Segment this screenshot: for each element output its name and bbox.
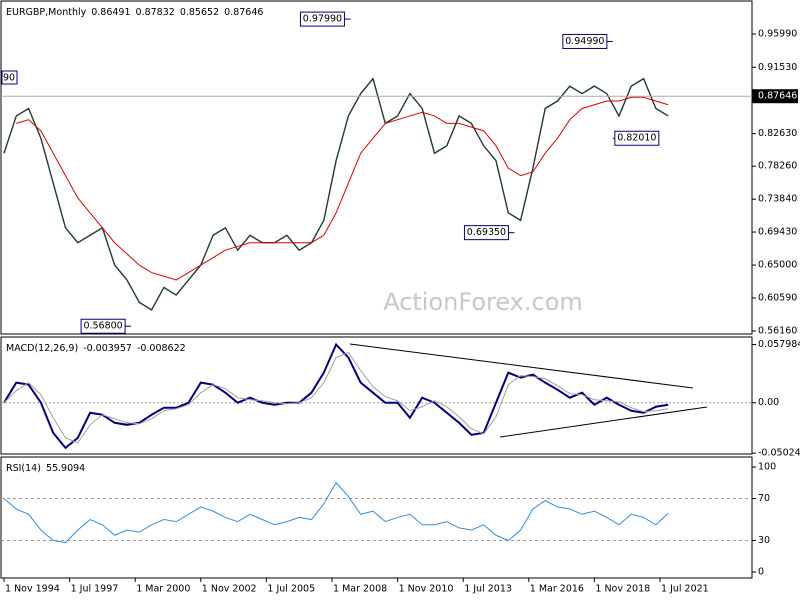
- y-tick-label: 0.95990: [758, 28, 797, 39]
- panel-header: EURGBP,Monthly 0.86491 0.87832 0.85652 0.876…: [6, 7, 263, 18]
- annotation-box: [614, 130, 660, 146]
- header-value: 0.87646: [224, 7, 263, 18]
- y-tick-label: 0: [758, 567, 764, 578]
- trend-line: [499, 406, 708, 438]
- y-tick-label: 0.73840: [758, 194, 797, 205]
- panel-header: MACD(12,26,9) -0.003957 -0.008622: [6, 343, 186, 354]
- header-value: 0.86491: [91, 7, 130, 18]
- header-value: 0.85652: [180, 7, 219, 18]
- y-tick-label: 0.82630: [758, 128, 797, 139]
- annotation-box: [80, 318, 126, 334]
- y-tick-label: 0.65000: [758, 260, 797, 271]
- rsi-panel: [0, 456, 753, 579]
- x-tick-label: 1 Jul 2005: [267, 584, 315, 595]
- series-line: [3, 481, 669, 544]
- header-title: MACD(12,26,9): [6, 343, 78, 354]
- annotation-box: [463, 225, 509, 241]
- x-tick-label: 1 Nov 2010: [399, 584, 454, 595]
- x-tick-label: 1 Nov 1994: [5, 584, 60, 595]
- x-tick-label: 1 Jul 2021: [661, 584, 709, 595]
- last-price-box: [752, 89, 798, 104]
- y-tick-label: 100: [758, 462, 776, 473]
- x-tick-label: 1 Jul 1997: [71, 584, 119, 595]
- annotation-label: 0.94990: [565, 36, 604, 47]
- header-title: EURGBP,Monthly: [6, 7, 87, 18]
- y-tick-label: 0.00: [758, 397, 779, 408]
- y-tick-label: 30: [758, 535, 770, 546]
- trend-line: [349, 343, 694, 389]
- series-line: [3, 77, 669, 311]
- header-value: 0.87832: [136, 7, 175, 18]
- header-value: -0.003957: [83, 343, 132, 354]
- header-title: RSI(14): [6, 463, 41, 474]
- x-tick-label: 1 Mar 2016: [530, 584, 584, 595]
- series-line: [16, 96, 669, 281]
- x-tick-label: 1 Nov 2002: [202, 584, 257, 595]
- series-line: [3, 351, 669, 444]
- y-tick-label: 0.057984: [758, 339, 800, 350]
- x-tick-label: 1 Mar 2008: [333, 584, 387, 595]
- annotation-label: 0.82010: [617, 133, 656, 144]
- annotation-label: 0.97990: [303, 14, 342, 25]
- annotation-label: 0.69350: [467, 227, 506, 238]
- y-tick-label: 0.78260: [758, 161, 797, 172]
- price-panel: [0, 0, 753, 335]
- last-price-label: 0.87646: [758, 91, 797, 102]
- annotation-box: [299, 11, 345, 27]
- y-tick-label: 0.69430: [758, 227, 797, 238]
- y-tick-label: 0.60590: [758, 292, 797, 303]
- y-tick-label: 70: [758, 493, 770, 504]
- x-tick-label: 1 Jul 2013: [464, 584, 512, 595]
- clipped-label: 90: [3, 73, 15, 84]
- macd-panel: [0, 336, 753, 455]
- y-tick-label: 0.56160: [758, 326, 797, 337]
- annotation-label: 0.56800: [83, 321, 122, 332]
- clipped-label-box: [1, 70, 18, 85]
- header-value: 55.9094: [46, 463, 85, 474]
- panel-header: RSI(14) 55.9094: [6, 463, 85, 474]
- y-tick-label: 0.91530: [758, 62, 797, 73]
- watermark: ActionForex.com: [383, 288, 583, 316]
- header-value: -0.008622: [137, 343, 186, 354]
- x-tick-label: 1 Mar 2000: [136, 584, 190, 595]
- y-tick-label: -0.050241: [758, 448, 800, 459]
- annotation-box: [562, 33, 608, 49]
- series-line: [3, 342, 669, 450]
- x-tick-label: 1 Nov 2018: [595, 584, 650, 595]
